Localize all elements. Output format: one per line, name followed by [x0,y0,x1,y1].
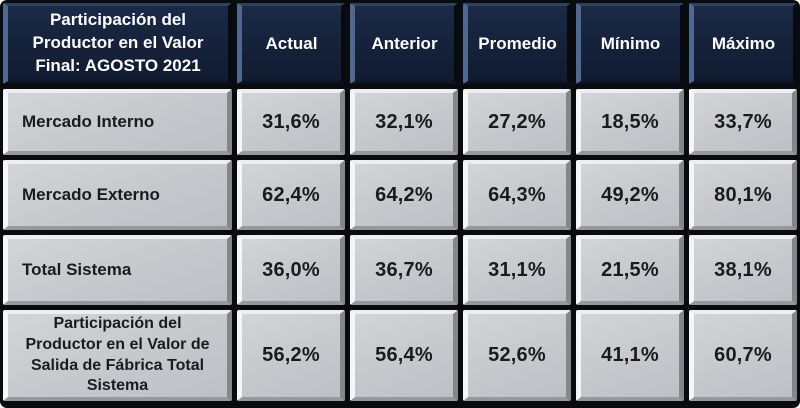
cell-mercado-externo-promedio: 64,3% [463,160,571,230]
cell-salida-fabrica-minimo: 41,1% [576,310,684,402]
row-label-mercado-interno: Mercado Interno [3,89,232,155]
column-header-maximo: Máximo [689,3,797,84]
cell-salida-fabrica-anterior: 56,4% [350,310,458,402]
cell-mercado-interno-actual: 31,6% [237,89,345,155]
cell-total-sistema-actual: 36,0% [237,235,345,305]
cell-mercado-interno-promedio: 27,2% [463,89,571,155]
column-header-anterior: Anterior [350,3,458,84]
cell-mercado-externo-actual: 62,4% [237,160,345,230]
row-label-total-sistema: Total Sistema [3,235,232,305]
row-label-mercado-externo: Mercado Externo [3,160,232,230]
cell-mercado-externo-anterior: 64,2% [350,160,458,230]
column-header-minimo: Mínimo [576,3,684,84]
cell-mercado-interno-maximo: 33,7% [689,89,797,155]
cell-mercado-interno-anterior: 32,1% [350,89,458,155]
row-label-salida-fabrica: Participación del Productor en el Valor … [3,310,232,402]
cell-mercado-interno-minimo: 18,5% [576,89,684,155]
cell-total-sistema-maximo: 38,1% [689,235,797,305]
cell-total-sistema-promedio: 31,1% [463,235,571,305]
cell-salida-fabrica-maximo: 60,7% [689,310,797,402]
cell-salida-fabrica-promedio: 52,6% [463,310,571,402]
cell-total-sistema-anterior: 36,7% [350,235,458,305]
column-header-promedio: Promedio [463,3,571,84]
cell-total-sistema-minimo: 21,5% [576,235,684,305]
column-header-actual: Actual [237,3,345,84]
cell-salida-fabrica-actual: 56,2% [237,310,345,402]
cell-mercado-externo-minimo: 49,2% [576,160,684,230]
cell-mercado-externo-maximo: 80,1% [689,160,797,230]
table-corner-title: Participación del Productor en el Valor … [3,3,232,84]
